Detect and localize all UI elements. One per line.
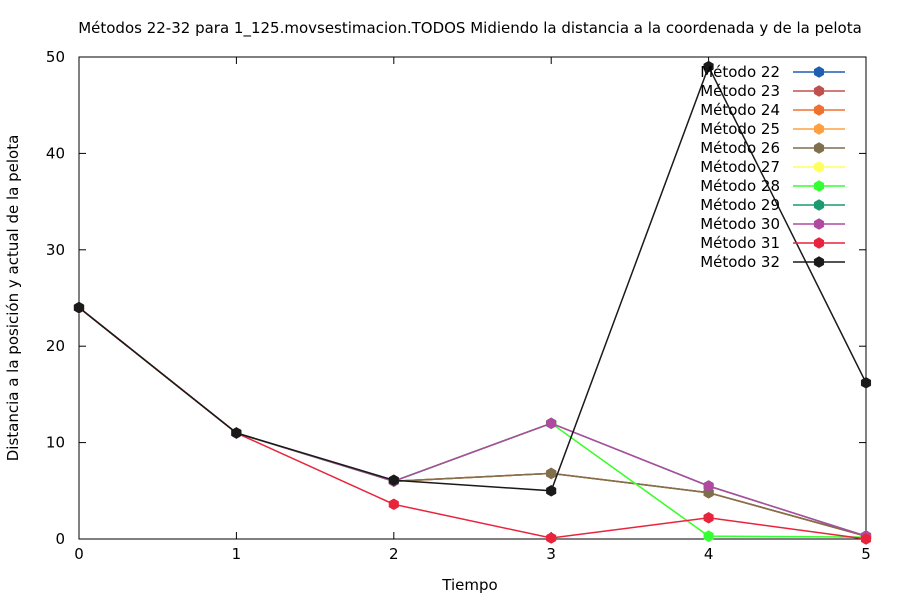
series-line — [78, 307, 867, 537]
series-line — [78, 307, 867, 537]
legend-label: Método 28 — [700, 177, 780, 195]
series-método-24 — [73, 301, 872, 542]
series-line — [78, 64, 867, 492]
x-tick-label: 0 — [74, 545, 84, 563]
y-tick-label: 40 — [46, 144, 65, 162]
legend-label: Método 24 — [700, 101, 780, 119]
legend-item: Método 28 — [700, 177, 845, 195]
series-método-28 — [73, 301, 872, 543]
x-tick-label: 1 — [232, 545, 242, 563]
data-point — [546, 485, 557, 497]
data-point — [703, 530, 714, 542]
legend-label: Método 23 — [700, 82, 780, 100]
series-line — [78, 307, 867, 538]
legend-swatch-marker — [813, 104, 825, 116]
series-line — [78, 307, 867, 538]
y-tick-label: 0 — [55, 530, 65, 548]
legend-swatch-marker — [813, 180, 825, 192]
legend-label: Método 25 — [700, 120, 780, 138]
legend-item: Método 27 — [700, 158, 845, 176]
legend-swatch-marker — [813, 66, 825, 78]
series-método-32 — [73, 60, 872, 497]
legend-swatch-marker — [813, 142, 825, 154]
series-line — [78, 307, 867, 537]
series-line — [78, 307, 867, 537]
x-axis-label: Tiempo — [441, 576, 497, 594]
legend-swatch-marker — [813, 85, 825, 97]
legend-label: Método 30 — [700, 215, 780, 233]
series-line — [78, 307, 867, 537]
data-point — [73, 301, 85, 314]
legend-item: Método 30 — [700, 215, 845, 233]
legend-label: Método 31 — [700, 234, 780, 252]
y-axis-label: Distancia a la posición y actual de la p… — [4, 135, 22, 462]
series-método-30 — [73, 301, 872, 542]
data-point — [703, 480, 714, 492]
series-line — [78, 307, 867, 537]
series-line — [78, 307, 867, 537]
legend-label: Método 27 — [700, 158, 780, 176]
legend-label: Método 32 — [700, 253, 780, 271]
legend-item: Método 25 — [700, 120, 845, 138]
data-point — [388, 474, 399, 486]
legend-swatch-marker — [813, 199, 825, 211]
data-point — [546, 417, 557, 430]
series-método-31 — [73, 301, 872, 545]
legend-swatch-marker — [813, 256, 825, 268]
x-tick-label: 2 — [389, 545, 399, 563]
legend-swatch-marker — [813, 237, 825, 249]
legend-item: Método 29 — [700, 196, 845, 214]
data-point — [388, 498, 399, 511]
legend-item: Método 22 — [700, 63, 845, 81]
series-método-29 — [73, 301, 872, 542]
legend-label: Método 29 — [700, 196, 780, 214]
legend-item: Método 23 — [700, 82, 845, 100]
x-tick-label: 4 — [704, 545, 714, 563]
y-tick-label: 10 — [46, 434, 65, 452]
series-método-25 — [73, 301, 872, 542]
series-método-27 — [73, 301, 872, 543]
legend-item: Método 32 — [700, 253, 845, 271]
series-método-23 — [73, 301, 872, 542]
legend-item: Método 24 — [700, 101, 845, 119]
legend-label: Método 22 — [700, 63, 780, 81]
legend-swatch-marker — [813, 218, 825, 230]
series-método-22 — [73, 301, 872, 542]
data-point — [860, 533, 872, 545]
series-método-26 — [73, 301, 872, 542]
plot-frame — [78, 56, 867, 540]
x-tick-label: 3 — [546, 545, 556, 563]
x-tick-label: 5 — [861, 545, 871, 563]
y-tick-label: 30 — [46, 241, 65, 259]
legend-item: Método 31 — [700, 234, 845, 252]
legend-item: Método 26 — [700, 139, 845, 157]
legend-label: Método 26 — [700, 139, 780, 157]
data-point — [860, 377, 872, 389]
data-point — [703, 60, 714, 73]
data-point — [546, 467, 557, 480]
legend-swatch-marker — [813, 161, 825, 173]
legend-swatch-marker — [813, 123, 825, 135]
data-point — [703, 512, 714, 524]
data-point — [546, 532, 557, 544]
y-tick-label: 20 — [46, 337, 65, 355]
series-layer — [73, 60, 872, 545]
y-tick-label: 50 — [46, 48, 65, 66]
data-point — [231, 427, 242, 439]
chart-title: Métodos 22-32 para 1_125.movsestimacion.… — [78, 19, 862, 38]
